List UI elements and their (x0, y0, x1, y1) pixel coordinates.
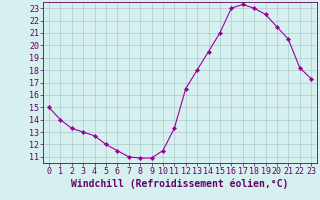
X-axis label: Windchill (Refroidissement éolien,°C): Windchill (Refroidissement éolien,°C) (71, 179, 289, 189)
